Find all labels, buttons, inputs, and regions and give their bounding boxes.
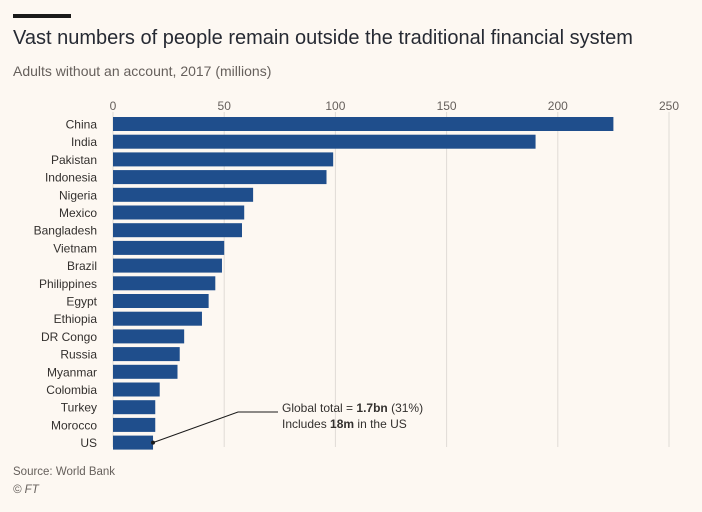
- annotation-text: in the US: [354, 417, 407, 431]
- category-label: Ethiopia: [54, 312, 98, 326]
- category-label: Philippines: [39, 277, 97, 291]
- annotation-us-total: 18m: [330, 417, 355, 431]
- bar-chart: 0 50 100 150 200 250 China India Pakistan Indone…: [34, 99, 680, 451]
- source-note: Source: World Bank: [13, 466, 116, 478]
- category-label: Turkey: [61, 401, 97, 415]
- category-label: Egypt: [66, 295, 97, 309]
- annotation-leader-line: [152, 411, 278, 444]
- x-tick-label: 200: [548, 99, 568, 113]
- copyright: © FT: [13, 484, 39, 496]
- bar: [113, 223, 242, 238]
- category-label: Vietnam: [53, 241, 97, 255]
- bar: [113, 435, 154, 450]
- x-tick-label: 150: [437, 99, 457, 113]
- annotation-text: Includes: [282, 417, 331, 431]
- bar: [113, 240, 225, 255]
- category-label: Russia: [60, 348, 97, 362]
- bar: [113, 417, 156, 432]
- x-tick-label: 250: [659, 99, 679, 113]
- category-labels: China India Pakistan Indonesia Nigeria Mexico…: [34, 118, 98, 451]
- category-label: Morocco: [51, 418, 97, 432]
- chart-title: Vast numbers of people remain outside th…: [13, 27, 633, 49]
- annotation-text: (31%): [387, 401, 424, 415]
- category-label: Indonesia: [45, 171, 97, 185]
- category-label: Mexico: [59, 206, 97, 220]
- category-label: China: [66, 118, 98, 132]
- bar: [113, 276, 216, 291]
- annotation-text: Global total =: [282, 401, 357, 415]
- bars: [113, 117, 614, 450]
- category-label: US: [80, 436, 97, 450]
- annotation-global-total: 1.7bn: [356, 401, 388, 415]
- x-tick-label: 100: [325, 99, 345, 113]
- x-tick-label: 0: [110, 99, 117, 113]
- chart-subtitle: Adults without an account, 2017 (million…: [13, 63, 272, 79]
- bar: [113, 400, 156, 415]
- bar: [113, 347, 180, 362]
- category-label: Nigeria: [59, 188, 97, 202]
- category-label: Myanmar: [47, 365, 97, 379]
- bar: [113, 311, 202, 326]
- bar: [113, 258, 222, 273]
- title-rule: [13, 14, 71, 18]
- category-label: India: [71, 135, 97, 149]
- bar: [113, 329, 185, 344]
- annotation-line-2: Includes 18m in the US: [282, 416, 423, 432]
- bar: [113, 117, 614, 131]
- annotation-line-1: Global total = 1.7bn (31%): [282, 400, 423, 416]
- bar: [113, 205, 245, 220]
- bar: [113, 382, 160, 397]
- category-label: Brazil: [67, 259, 97, 273]
- category-label: Bangladesh: [34, 224, 97, 238]
- x-tick-label: 50: [218, 99, 232, 113]
- annotation: Global total = 1.7bn (31%) Includes 18m …: [282, 400, 423, 432]
- annotation-leader-dot: [151, 440, 155, 445]
- x-tick-labels: 0 50 100 150 200 250: [110, 99, 680, 113]
- category-label: Colombia: [46, 383, 97, 397]
- bar: [113, 364, 178, 379]
- bar: [113, 152, 334, 167]
- category-label: Pakistan: [51, 153, 97, 167]
- category-label: DR Congo: [41, 330, 97, 344]
- bar: [113, 294, 209, 308]
- bar: [113, 187, 254, 202]
- bar: [113, 134, 536, 149]
- bar: [113, 170, 327, 185]
